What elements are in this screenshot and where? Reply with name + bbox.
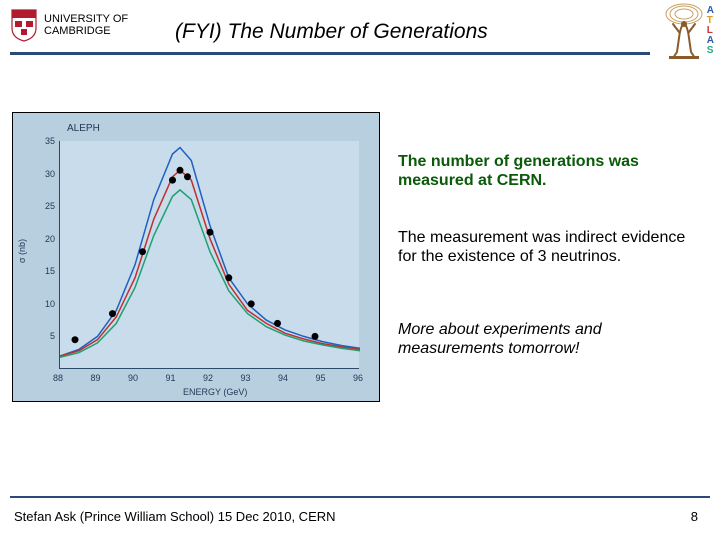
header: UNIVERSITY OF CAMBRIDGE (FYI) The Number… xyxy=(0,0,720,60)
footer-rule xyxy=(10,496,710,498)
body-paragraph-2: The measurement was indirect evidence fo… xyxy=(398,228,698,266)
atlas-figure-icon xyxy=(663,2,705,60)
cambridge-text: UNIVERSITY OF CAMBRIDGE xyxy=(44,13,128,37)
chart-label-aleph: ALEPH xyxy=(67,123,100,134)
body-paragraph-3: More about experiments and measurements … xyxy=(398,320,698,358)
ytick-label: 30 xyxy=(41,169,55,179)
xtick-label: 90 xyxy=(128,373,138,383)
xtick-label: 94 xyxy=(278,373,288,383)
body-paragraph-1: The number of generations was measured a… xyxy=(398,152,698,190)
xtick-label: 89 xyxy=(91,373,101,383)
atlas-letter: S xyxy=(707,46,714,56)
xtick-label: 95 xyxy=(316,373,326,383)
ytick-label: 25 xyxy=(41,201,55,211)
xtick-label: 96 xyxy=(353,373,363,383)
xtick-label: 88 xyxy=(53,373,63,383)
page-number: 8 xyxy=(691,509,698,524)
chart-xlabel: ENERGY (GeV) xyxy=(183,387,247,397)
aleph-chart: ALEPH HADRONS Nν = 2 Nν = 3 Nν = 4 σ (nb… xyxy=(12,112,380,402)
ytick-label: 5 xyxy=(41,331,55,341)
atlas-logo: A T L A S xyxy=(663,2,714,60)
cambridge-line1: UNIVERSITY OF xyxy=(44,13,128,25)
chart-ylabel: σ (nb) xyxy=(17,239,27,263)
cambridge-shield-icon xyxy=(10,8,38,42)
slide-title: (FYI) The Number of Generations xyxy=(175,20,488,44)
xtick-label: 93 xyxy=(241,373,251,383)
xtick-label: 91 xyxy=(166,373,176,383)
chart-plot-area xyxy=(59,141,359,369)
ytick-label: 10 xyxy=(41,299,55,309)
cambridge-line2: CAMBRIDGE xyxy=(44,25,128,37)
ytick-label: 15 xyxy=(41,266,55,276)
atlas-letters: A T L A S xyxy=(707,6,714,56)
cambridge-logo: UNIVERSITY OF CAMBRIDGE xyxy=(10,8,128,42)
ytick-label: 20 xyxy=(41,234,55,244)
footer-text: Stefan Ask (Prince William School) 15 De… xyxy=(14,509,336,524)
chart-curves-icon xyxy=(60,141,360,369)
xtick-label: 92 xyxy=(203,373,213,383)
title-rule xyxy=(10,52,650,55)
ytick-label: 35 xyxy=(41,136,55,146)
